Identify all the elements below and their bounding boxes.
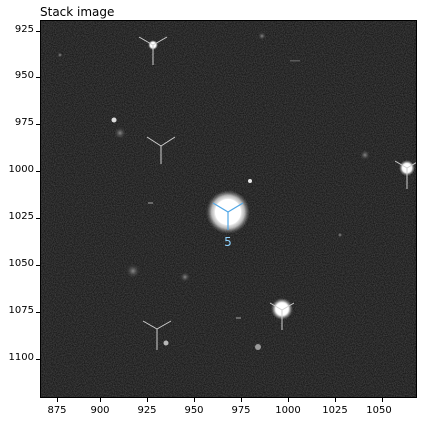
- y-tick-label: 975: [14, 117, 34, 128]
- x-tick-label: 925: [137, 405, 157, 416]
- x-tick-label: 975: [231, 405, 251, 416]
- x-tick-label: 900: [90, 405, 110, 416]
- faint-streak: [236, 317, 241, 319]
- y-tick-label: 950: [14, 70, 34, 81]
- stack-image-plot: 5: [40, 20, 417, 398]
- faint-source: [126, 264, 140, 278]
- faint-source: [258, 32, 266, 40]
- faint-source: [338, 233, 342, 237]
- small-star: [163, 340, 169, 346]
- plot-border: [40, 20, 417, 398]
- faint-streak: [148, 202, 153, 204]
- y-tick-label: 1050: [8, 258, 34, 269]
- y-tick-label: 925: [14, 24, 34, 35]
- marker-right: [394, 160, 417, 189]
- x-tick-mark: [57, 398, 58, 402]
- y-tick-label: 1075: [8, 305, 34, 316]
- faint-streak: [290, 60, 300, 62]
- figure-title: Stack image: [40, 5, 115, 19]
- x-tick-mark: [335, 398, 336, 402]
- lower-star-core: [276, 303, 288, 315]
- x-tick-mark: [194, 398, 195, 402]
- y-tick-mark: [36, 359, 40, 360]
- y-tick-mark: [36, 312, 40, 313]
- marker-lower: [269, 302, 295, 330]
- faint-source: [180, 272, 190, 282]
- y-tick-mark: [36, 218, 40, 219]
- marker-top: [138, 36, 168, 65]
- marker-upper-left: [146, 136, 176, 164]
- y-tick-mark: [36, 265, 40, 266]
- y-tick-mark: [36, 31, 40, 32]
- x-tick-mark: [382, 398, 383, 402]
- faint-source: [114, 127, 126, 139]
- y-tick-label: 1000: [8, 164, 34, 175]
- source-label-5: 5: [224, 235, 232, 249]
- x-tick-mark: [288, 398, 289, 402]
- x-tick-label: 1000: [275, 405, 301, 416]
- y-tick-label: 1100: [8, 352, 34, 363]
- y-tick-mark: [36, 77, 40, 78]
- y-tick-mark: [36, 171, 40, 172]
- faint-source: [360, 150, 370, 160]
- small-star: [248, 179, 252, 183]
- faint-source: [58, 53, 62, 57]
- y-tick-mark: [36, 124, 40, 125]
- x-tick-mark: [100, 398, 101, 402]
- y-tick-label: 1025: [8, 211, 34, 222]
- faint-source: [255, 344, 261, 350]
- stack-image: 5: [40, 20, 417, 398]
- marker-lower-left: [142, 320, 172, 350]
- x-tick-mark: [241, 398, 242, 402]
- x-tick-mark: [147, 398, 148, 402]
- x-tick-label: 875: [47, 405, 67, 416]
- marker-source-5: [212, 202, 244, 230]
- x-tick-label: 1025: [322, 405, 348, 416]
- x-tick-label: 950: [184, 405, 204, 416]
- small-star: [111, 117, 117, 123]
- x-tick-label: 1050: [366, 405, 392, 416]
